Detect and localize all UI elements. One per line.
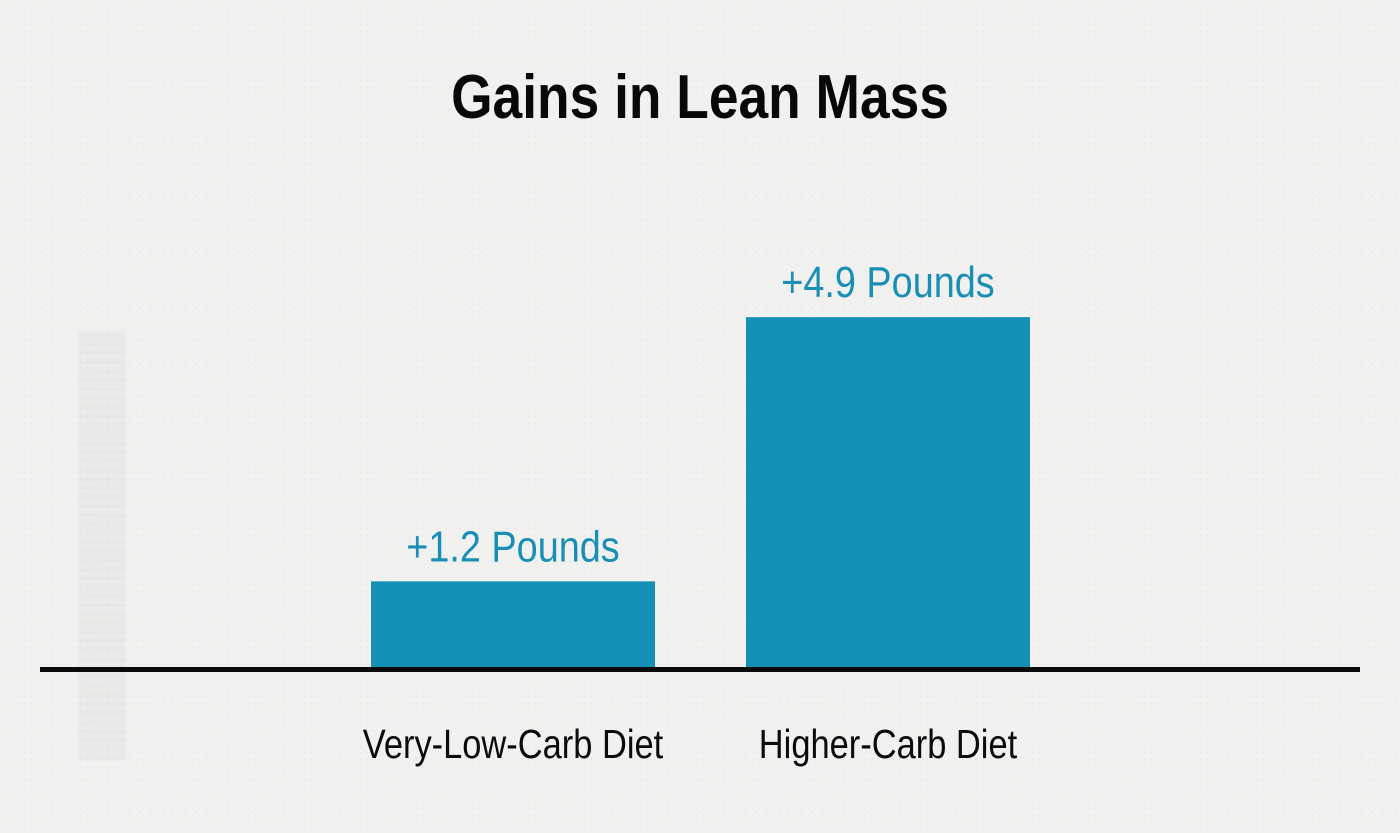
chart-title: Gains in Lean Mass: [451, 63, 949, 132]
bar-1: [371, 581, 655, 667]
category-labels-group: Very-Low-Carb Diet Higher-Carb Diet: [363, 722, 1018, 767]
data-labels-group: +1.2 Pounds +4.9 Pounds: [406, 257, 994, 571]
data-label-2: +4.9 Pounds: [781, 257, 994, 306]
category-label-2: Higher-Carb Diet: [759, 722, 1018, 767]
ink-smudge: [78, 330, 126, 760]
category-label-1: Very-Low-Carb Diet: [363, 722, 664, 767]
bars-group: [371, 317, 1030, 667]
bar-2: [746, 317, 1030, 667]
data-label-1: +1.2 Pounds: [406, 522, 619, 571]
